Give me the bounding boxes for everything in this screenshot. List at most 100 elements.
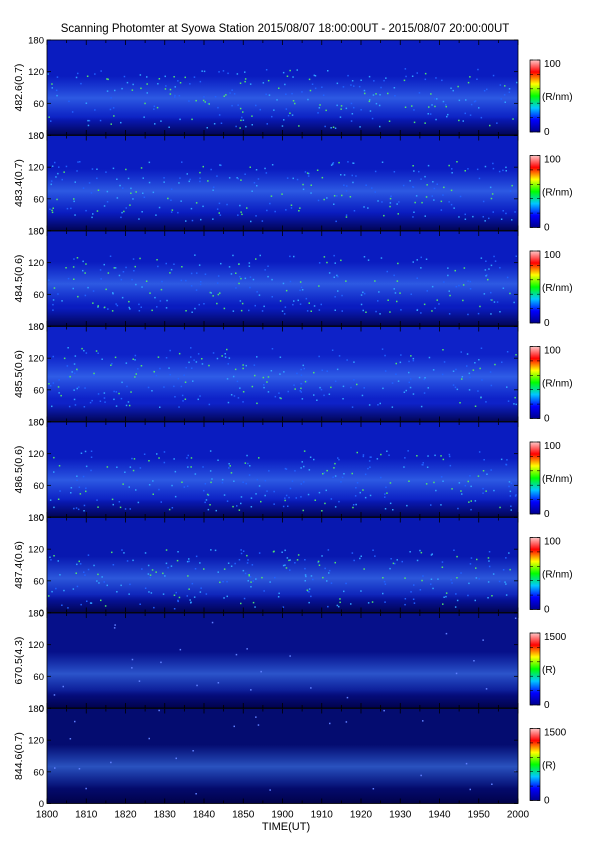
noise-pixel bbox=[408, 381, 410, 384]
noise-pixel bbox=[142, 177, 144, 179]
noise-pixel bbox=[508, 552, 510, 554]
noise-pixel bbox=[505, 166, 507, 169]
noise-pixel bbox=[99, 400, 102, 402]
noise-pixel bbox=[310, 310, 312, 312]
noise-pixel bbox=[184, 381, 187, 383]
noise-pixel bbox=[294, 562, 296, 564]
noise-pixel bbox=[419, 589, 422, 591]
noise-pixel bbox=[309, 456, 312, 458]
noise-pixel bbox=[490, 264, 493, 267]
noise-pixel bbox=[236, 505, 238, 507]
noise-pixel bbox=[103, 263, 105, 266]
noise-pixel bbox=[482, 470, 485, 472]
noise-pixel bbox=[161, 280, 163, 283]
noise-pixel bbox=[478, 578, 480, 580]
noise-pixel bbox=[131, 667, 133, 669]
noise-pixel bbox=[420, 312, 422, 314]
noise-pixel bbox=[240, 496, 243, 498]
noise-pixel bbox=[505, 557, 507, 559]
noise-pixel bbox=[454, 606, 457, 608]
noise-pixel bbox=[367, 207, 369, 209]
noise-pixel bbox=[317, 112, 319, 114]
noise-pixel bbox=[380, 476, 382, 479]
noise-pixel bbox=[281, 551, 283, 553]
noise-pixel bbox=[195, 99, 197, 102]
noise-pixel bbox=[106, 466, 109, 468]
y-tick-label: 180 bbox=[28, 704, 44, 715]
noise-pixel bbox=[85, 102, 88, 104]
noise-pixel bbox=[431, 553, 433, 555]
noise-pixel bbox=[505, 464, 508, 466]
noise-pixel bbox=[131, 457, 133, 460]
noise-pixel bbox=[419, 549, 421, 552]
noise-pixel bbox=[169, 88, 172, 91]
noise-pixel bbox=[57, 560, 59, 562]
noise-pixel bbox=[223, 307, 226, 310]
noise-pixel bbox=[333, 203, 335, 205]
noise-pixel bbox=[442, 100, 445, 103]
noise-pixel bbox=[237, 104, 239, 106]
noise-pixel bbox=[404, 68, 407, 70]
noise-pixel bbox=[73, 278, 75, 280]
noise-pixel bbox=[141, 286, 143, 288]
noise-pixel bbox=[213, 123, 216, 125]
noise-pixel bbox=[317, 560, 320, 563]
noise-pixel bbox=[289, 559, 291, 561]
noise-pixel bbox=[201, 70, 203, 72]
noise-pixel bbox=[73, 198, 75, 200]
noise-pixel bbox=[427, 113, 429, 115]
noise-pixel bbox=[194, 568, 197, 570]
noise-pixel bbox=[257, 724, 260, 726]
noise-pixel bbox=[87, 554, 90, 556]
noise-pixel bbox=[163, 177, 165, 179]
noise-pixel bbox=[157, 265, 159, 268]
noise-pixel bbox=[487, 581, 490, 583]
noise-pixel bbox=[486, 274, 488, 276]
noise-pixel bbox=[225, 94, 227, 96]
y-tick-label: 60 bbox=[33, 481, 44, 492]
noise-pixel bbox=[299, 303, 302, 305]
noise-pixel bbox=[333, 195, 336, 197]
noise-pixel bbox=[216, 175, 218, 177]
noise-pixel bbox=[174, 96, 176, 98]
noise-pixel bbox=[116, 466, 118, 468]
x-axis-title: TIME(UT) bbox=[261, 821, 311, 833]
noise-pixel bbox=[285, 93, 287, 95]
noise-pixel bbox=[191, 311, 193, 313]
noise-pixel bbox=[249, 465, 251, 467]
noise-pixel bbox=[388, 454, 390, 456]
noise-pixel bbox=[302, 364, 304, 367]
noise-pixel bbox=[166, 299, 168, 302]
noise-pixel bbox=[262, 376, 265, 379]
noise-pixel bbox=[435, 77, 437, 79]
noise-pixel bbox=[226, 378, 229, 380]
panel-8-colorbar bbox=[529, 728, 541, 801]
noise-pixel bbox=[407, 450, 409, 452]
noise-pixel bbox=[369, 466, 371, 468]
noise-pixel bbox=[302, 188, 305, 191]
noise-pixel bbox=[412, 165, 414, 167]
noise-pixel bbox=[240, 277, 242, 280]
noise-pixel bbox=[207, 102, 209, 105]
noise-pixel bbox=[476, 558, 478, 561]
noise-pixel bbox=[310, 184, 312, 186]
noise-pixel bbox=[324, 567, 326, 570]
noise-pixel bbox=[73, 507, 75, 510]
noise-pixel bbox=[443, 186, 445, 189]
noise-pixel bbox=[263, 305, 265, 308]
noise-pixel bbox=[111, 551, 113, 554]
noise-pixel bbox=[457, 507, 459, 510]
noise-pixel bbox=[490, 291, 492, 294]
panel-4-noise bbox=[48, 347, 517, 408]
noise-pixel bbox=[435, 489, 437, 492]
noise-pixel bbox=[186, 560, 189, 563]
noise-pixel bbox=[440, 209, 443, 211]
noise-pixel bbox=[414, 201, 416, 204]
noise-pixel bbox=[328, 272, 331, 274]
noise-pixel bbox=[257, 178, 260, 180]
noise-pixel bbox=[354, 495, 357, 497]
noise-pixel bbox=[296, 372, 298, 375]
noise-pixel bbox=[157, 83, 159, 85]
noise-pixel bbox=[467, 280, 469, 282]
noise-pixel bbox=[51, 209, 53, 212]
